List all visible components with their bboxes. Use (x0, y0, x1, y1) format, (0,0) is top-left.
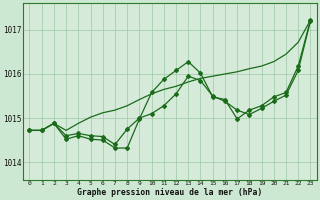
X-axis label: Graphe pression niveau de la mer (hPa): Graphe pression niveau de la mer (hPa) (77, 188, 263, 197)
